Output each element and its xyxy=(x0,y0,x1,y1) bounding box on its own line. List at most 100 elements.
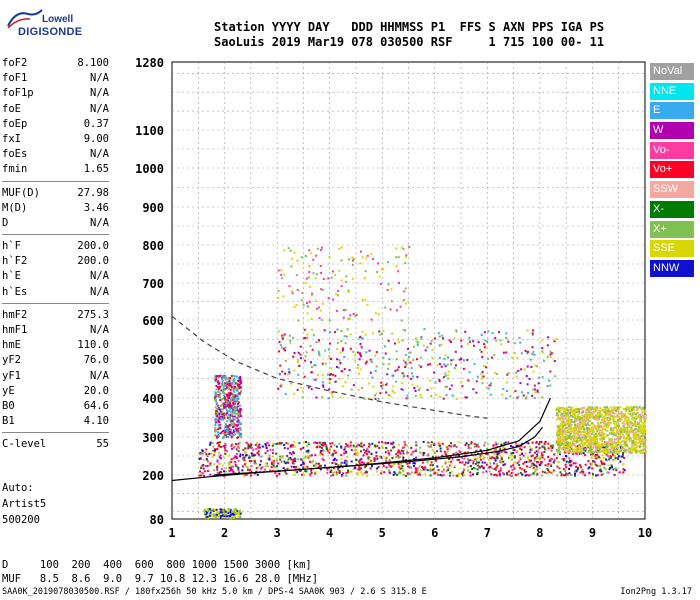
data-point xyxy=(331,391,334,394)
data-point xyxy=(638,428,641,431)
data-point xyxy=(280,442,283,445)
data-point xyxy=(626,422,629,425)
data-point xyxy=(212,508,215,511)
data-point xyxy=(344,381,347,384)
data-point xyxy=(223,396,226,399)
data-point xyxy=(333,444,336,447)
data-point xyxy=(579,464,582,467)
data-point xyxy=(441,442,444,445)
data-point xyxy=(331,471,334,474)
data-point xyxy=(218,414,221,417)
data-point xyxy=(586,435,589,438)
data-point xyxy=(208,443,211,446)
data-point xyxy=(581,446,584,449)
data-point xyxy=(355,463,358,466)
data-point xyxy=(580,417,583,420)
data-point xyxy=(303,466,306,469)
data-point xyxy=(245,473,248,476)
data-point xyxy=(567,461,570,464)
data-point xyxy=(292,465,295,468)
data-point xyxy=(623,450,626,453)
data-point xyxy=(230,374,233,377)
data-point xyxy=(345,471,348,474)
data-point xyxy=(421,461,424,464)
data-point xyxy=(353,445,356,448)
data-point xyxy=(337,290,340,293)
data-point xyxy=(216,510,219,513)
data-point xyxy=(608,410,611,413)
data-point xyxy=(277,443,280,446)
data-point xyxy=(233,402,236,405)
data-point xyxy=(487,458,490,461)
data-point xyxy=(577,447,580,450)
data-point xyxy=(611,446,614,449)
data-point xyxy=(227,400,230,403)
data-point xyxy=(375,365,378,368)
data-point xyxy=(283,333,286,336)
data-point xyxy=(614,415,617,418)
data-point xyxy=(574,412,577,415)
data-point xyxy=(570,425,573,428)
data-point xyxy=(235,452,238,455)
legend-item: W xyxy=(650,122,694,140)
data-point xyxy=(495,443,498,446)
data-point xyxy=(521,452,524,455)
data-point xyxy=(528,377,531,380)
data-point xyxy=(209,462,212,465)
data-point xyxy=(362,448,365,451)
data-point xyxy=(629,448,632,451)
data-point xyxy=(483,456,486,459)
data-point xyxy=(222,415,225,418)
data-point xyxy=(615,437,618,440)
data-point xyxy=(318,462,321,465)
data-point xyxy=(603,446,606,449)
data-point xyxy=(513,456,516,459)
data-point xyxy=(563,410,566,413)
data-point xyxy=(625,408,628,411)
data-point xyxy=(553,340,556,343)
data-point xyxy=(490,456,493,459)
param-row: M(D) 3.46 xyxy=(2,201,109,216)
data-point xyxy=(365,470,368,473)
data-point xyxy=(596,408,599,411)
data-point xyxy=(564,474,567,477)
data-point xyxy=(314,463,317,466)
data-point xyxy=(329,471,332,474)
data-point xyxy=(214,412,217,415)
data-point xyxy=(228,470,231,473)
data-point xyxy=(495,466,498,469)
data-point xyxy=(215,378,218,381)
data-point xyxy=(592,436,595,439)
data-point xyxy=(395,264,398,267)
data-point xyxy=(576,468,579,471)
data-point xyxy=(590,432,593,435)
data-point xyxy=(625,443,628,446)
data-point xyxy=(217,419,220,422)
data-point xyxy=(555,456,558,459)
data-point xyxy=(235,511,238,514)
data-point xyxy=(336,342,339,345)
data-point xyxy=(217,428,220,431)
data-point xyxy=(282,335,285,338)
data-point xyxy=(617,441,620,444)
data-point xyxy=(217,374,220,377)
data-point xyxy=(585,419,588,422)
data-point xyxy=(321,246,324,249)
data-point xyxy=(497,442,500,445)
data-point xyxy=(461,385,464,388)
data-point xyxy=(205,515,208,518)
data-point xyxy=(506,381,509,384)
param-value: 55 xyxy=(96,438,109,451)
data-point xyxy=(484,366,487,369)
data-point xyxy=(448,464,451,467)
data-point xyxy=(614,449,617,452)
data-point xyxy=(291,462,294,465)
data-point xyxy=(224,424,227,427)
data-point xyxy=(459,451,462,454)
data-point xyxy=(557,460,560,463)
data-point xyxy=(565,460,568,463)
data-point xyxy=(336,358,339,361)
data-point xyxy=(595,445,598,448)
legend-item: NNE xyxy=(650,82,694,100)
data-point xyxy=(266,442,269,445)
